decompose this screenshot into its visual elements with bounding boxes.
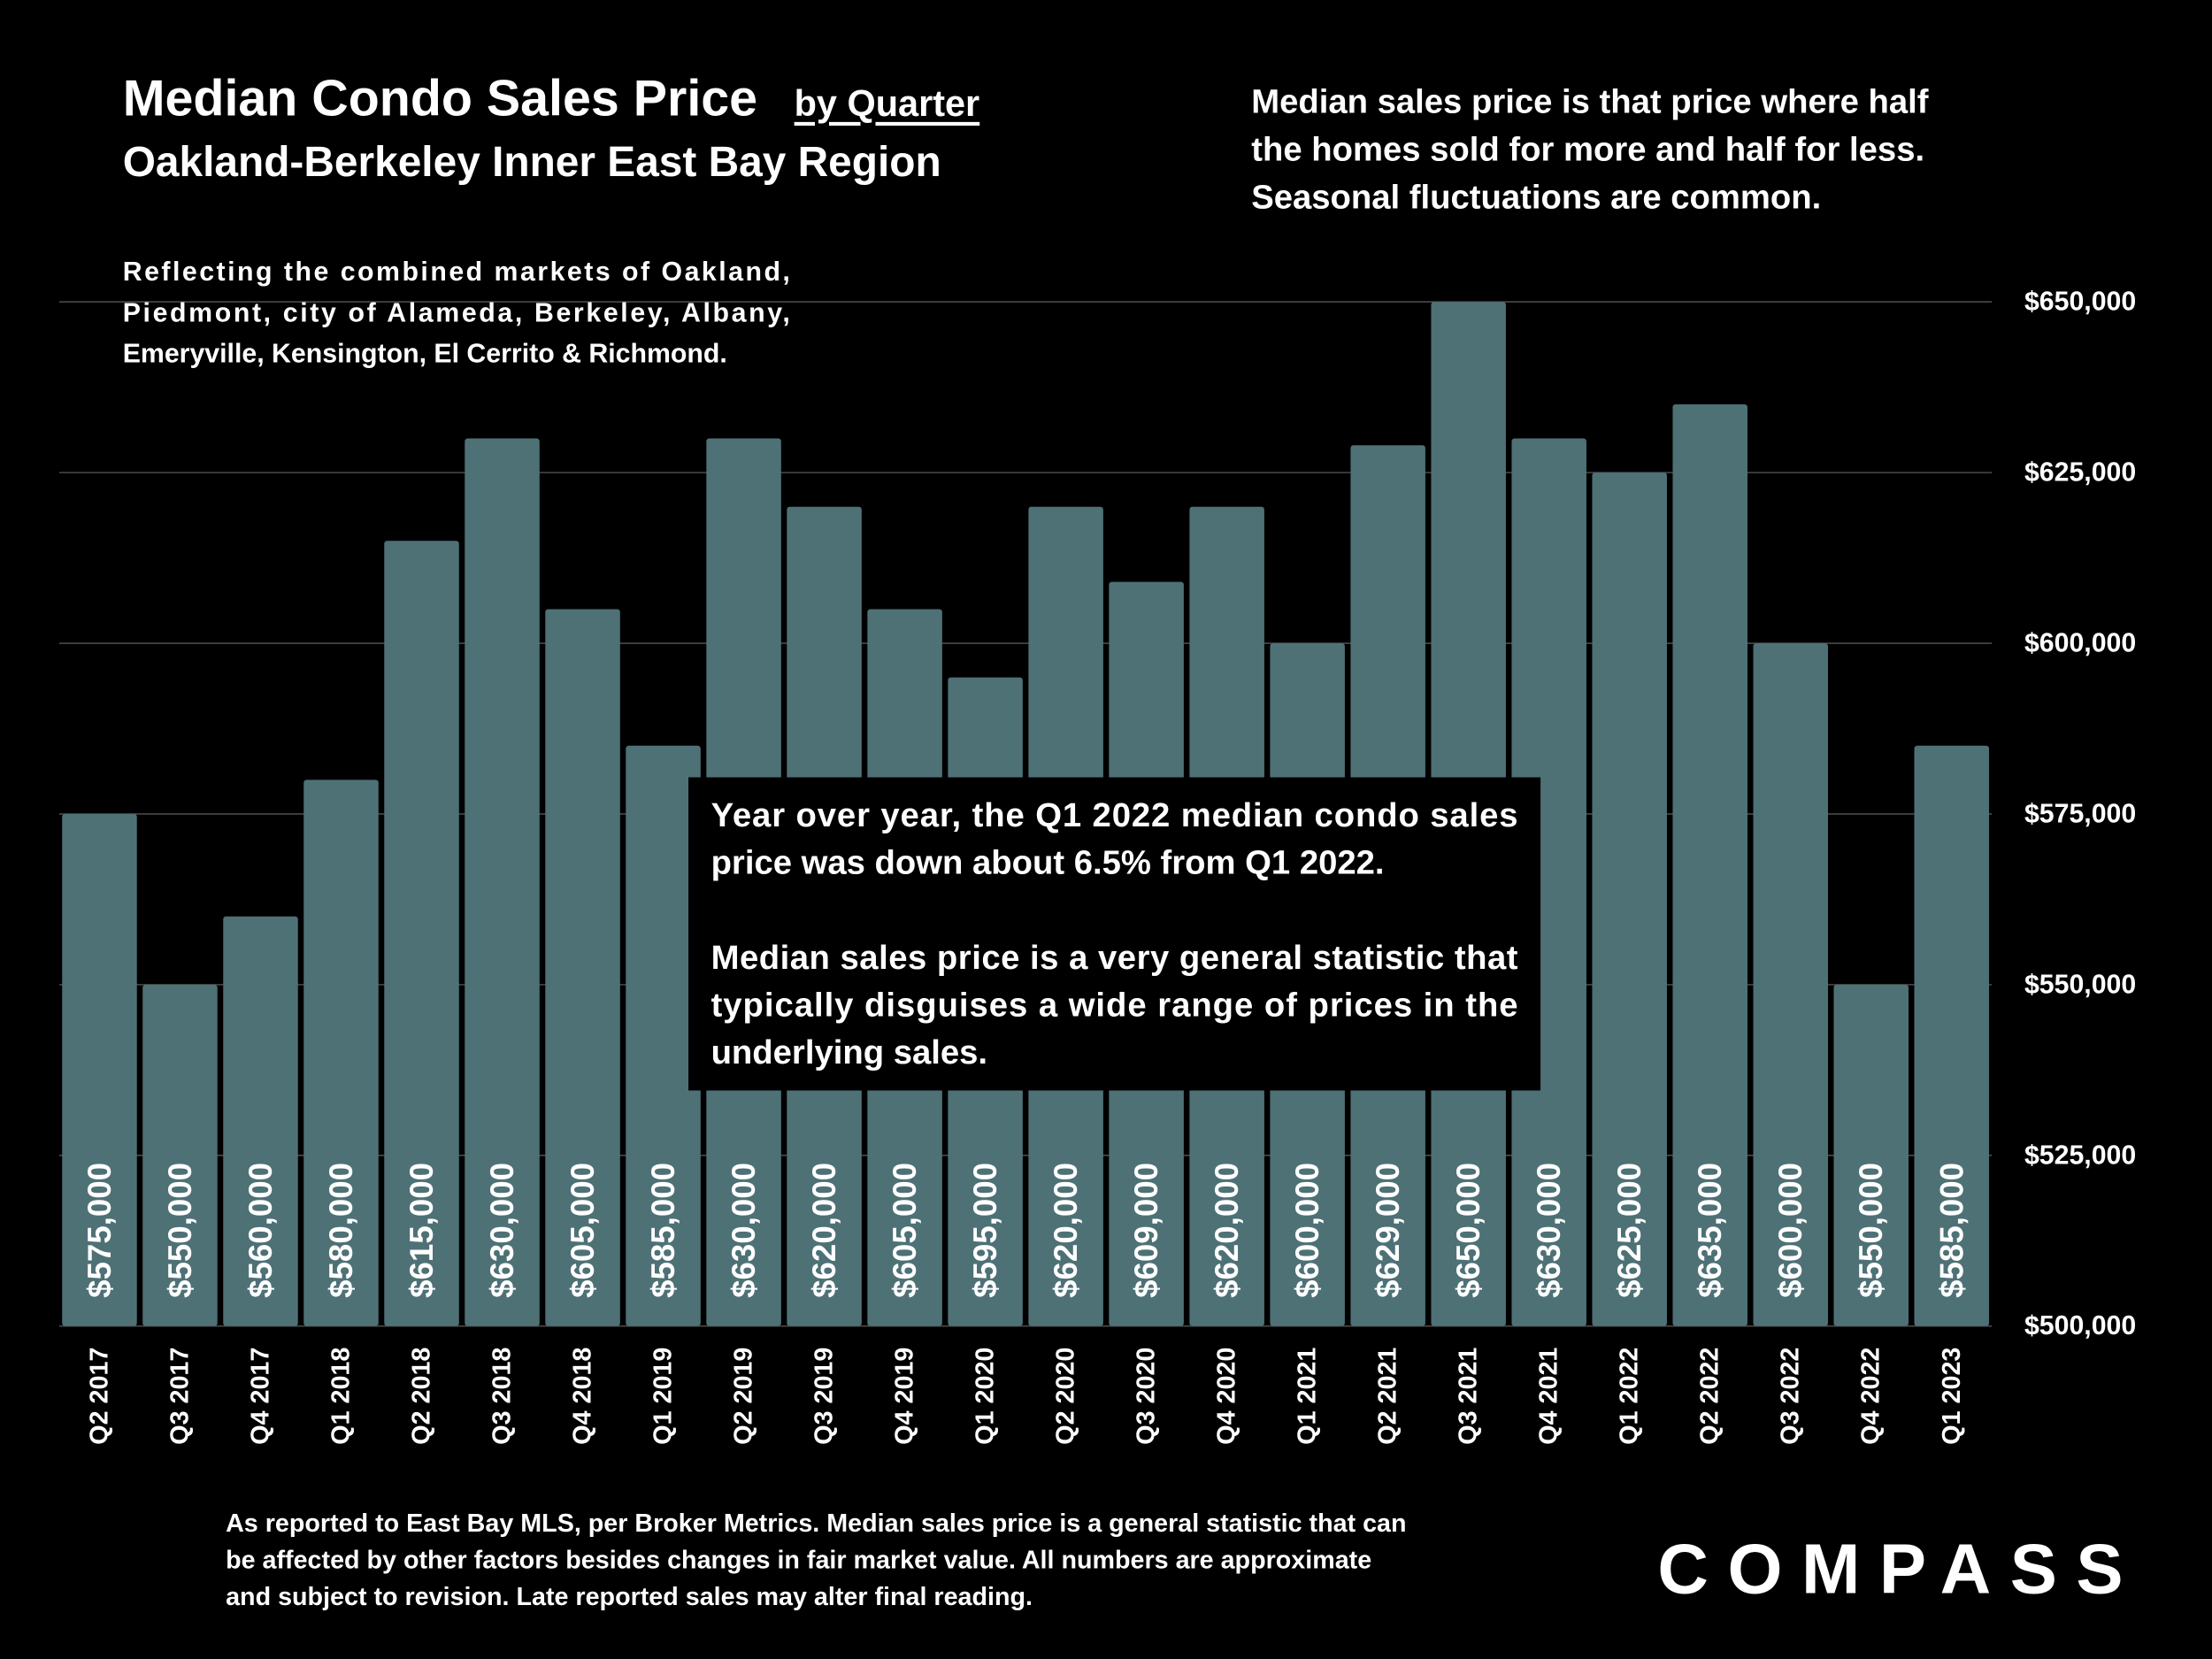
note-right: Seasonal fluctuations are common. — [1251, 179, 1821, 217]
footnote: and subject to revision. Late reported s… — [226, 1583, 1033, 1611]
annotation-text: Year over year, the Q1 2022 median condo… — [711, 796, 1518, 834]
value-label: $630,000 — [1531, 1163, 1567, 1298]
y-tick-label: $550,000 — [2024, 970, 2136, 999]
footnote: be affected by other factors besides cha… — [226, 1546, 1371, 1574]
value-label: $615,000 — [403, 1163, 440, 1298]
bar — [465, 438, 540, 1326]
x-tick-label: Q2 2021 — [1374, 1348, 1402, 1445]
value-label: $550,000 — [1853, 1163, 1889, 1298]
note-left: Reflecting the combined markets of Oakla… — [123, 257, 790, 287]
note-right: Median sales price is that price where h… — [1251, 82, 1929, 120]
x-tick-label: Q1 2021 — [1294, 1348, 1322, 1445]
x-tick-label: Q1 2022 — [1616, 1348, 1644, 1445]
y-tick-label: $525,000 — [2024, 1141, 2136, 1170]
bar — [1511, 438, 1586, 1326]
value-label: $620,000 — [1048, 1163, 1084, 1298]
chart-title-suffix: by Quarter — [795, 82, 980, 124]
value-label: $609,000 — [1128, 1163, 1164, 1298]
x-tick-label: Q3 2018 — [488, 1348, 517, 1445]
x-tick-label: Q4 2018 — [569, 1348, 597, 1445]
x-tick-label: Q1 2019 — [649, 1348, 678, 1445]
annotation-text: Median sales price is a very general sta… — [711, 939, 1518, 977]
value-label: $550,000 — [162, 1163, 198, 1298]
value-label: $560,000 — [242, 1163, 279, 1298]
value-label: $605,000 — [565, 1163, 601, 1298]
note-left: Emeryville, Kensington, El Cerrito & Ric… — [123, 340, 727, 369]
x-tick-label: Q4 2021 — [1535, 1348, 1563, 1445]
value-label: $620,000 — [806, 1163, 842, 1298]
value-label: $630,000 — [484, 1163, 520, 1298]
x-tick-label: Q1 2020 — [972, 1348, 1000, 1445]
x-tick-label: Q3 2022 — [1777, 1348, 1805, 1445]
logo: COMPASS — [1657, 1529, 2123, 1608]
bar — [1914, 745, 1990, 1326]
value-label: $580,000 — [323, 1163, 359, 1298]
value-label: $605,000 — [887, 1163, 923, 1298]
y-tick-label: $575,000 — [2024, 799, 2136, 828]
y-tick-label: $500,000 — [2024, 1311, 2136, 1340]
bar — [1753, 643, 1828, 1326]
value-label: $650,000 — [1450, 1163, 1486, 1298]
x-tick-label: Q2 2019 — [730, 1348, 758, 1445]
value-label: $600,000 — [1289, 1163, 1325, 1298]
x-tick-label: Q2 2020 — [1052, 1348, 1080, 1445]
bar — [1833, 984, 1909, 1326]
chart-title: Median Condo Sales Price — [123, 71, 757, 127]
note-right: the homes sold for more and half for les… — [1251, 131, 1924, 169]
bar — [303, 780, 379, 1326]
y-tick-label: $650,000 — [2024, 288, 2136, 317]
x-tick-label: Q2 2018 — [408, 1348, 436, 1445]
x-tick-label: Q4 2022 — [1857, 1348, 1886, 1445]
value-label: $585,000 — [1933, 1163, 1970, 1298]
bar — [384, 541, 459, 1326]
x-tick-label: Q3 2020 — [1133, 1348, 1161, 1445]
value-label: $620,000 — [1209, 1163, 1245, 1298]
bar — [62, 813, 137, 1326]
annotation-text: underlying sales. — [711, 1033, 987, 1071]
bar — [1672, 403, 1747, 1326]
value-label: $629,000 — [1370, 1163, 1406, 1298]
x-tick-label: Q3 2019 — [810, 1348, 839, 1445]
x-tick-label: Q4 2019 — [891, 1348, 919, 1445]
value-label: $630,000 — [726, 1163, 762, 1298]
x-tick-label: Q2 2017 — [85, 1348, 113, 1445]
value-label: $595,000 — [967, 1163, 1003, 1298]
x-tick-label: Q4 2020 — [1213, 1348, 1241, 1445]
x-tick-label: Q3 2021 — [1455, 1348, 1483, 1445]
overlay: Median Condo Sales Price by Quarter Oakl… — [123, 71, 2124, 1611]
value-label: $575,000 — [81, 1163, 118, 1298]
bar — [1592, 472, 1667, 1326]
note-left: Piedmont, city of Alameda, Berkeley, Alb… — [123, 298, 790, 327]
bar — [626, 745, 701, 1326]
bar — [545, 609, 620, 1326]
x-tick-label: Q4 2017 — [246, 1348, 274, 1445]
value-label: $635,000 — [1692, 1163, 1728, 1298]
value-label: $625,000 — [1611, 1163, 1647, 1298]
value-label: $600,000 — [1772, 1163, 1809, 1298]
chart-subtitle: Oakland-Berkeley Inner East Bay Region — [123, 139, 941, 186]
y-tick-label: $625,000 — [2024, 458, 2136, 488]
annotation-box — [688, 777, 1541, 1091]
x-tick-label: Q1 2018 — [327, 1348, 356, 1445]
x-tick-label: Q1 2023 — [1938, 1348, 1966, 1445]
bar — [223, 916, 298, 1326]
x-tick-label: Q2 2022 — [1696, 1348, 1724, 1445]
value-label: $585,000 — [645, 1163, 681, 1298]
x-tick-label: Q3 2017 — [165, 1348, 194, 1445]
footnote: As reported to East Bay MLS, per Broker … — [226, 1509, 1406, 1538]
bar — [142, 984, 218, 1326]
annotation-text: typically disguises a wide range of pric… — [711, 987, 1518, 1025]
annotation-text: price was down about 6.5% from Q1 2022. — [711, 843, 1385, 881]
y-tick-label: $600,000 — [2024, 629, 2136, 658]
